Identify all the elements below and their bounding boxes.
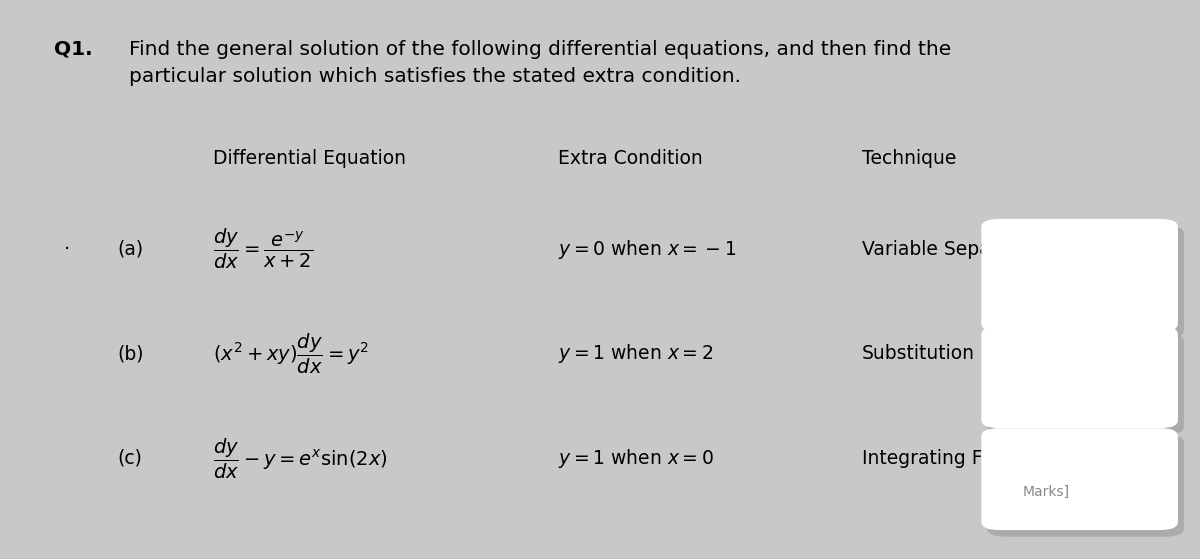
FancyBboxPatch shape: [982, 428, 1178, 530]
Text: $\dfrac{dy}{dx} = \dfrac{e^{-y}}{x+2}$: $\dfrac{dy}{dx} = \dfrac{e^{-y}}{x+2}$: [212, 227, 313, 271]
Text: Substitution: Substitution: [862, 344, 976, 363]
FancyBboxPatch shape: [988, 225, 1184, 338]
FancyBboxPatch shape: [982, 326, 1178, 428]
Text: $y = 0$ when $x = -1$: $y = 0$ when $x = -1$: [558, 238, 737, 260]
Text: ·: ·: [64, 240, 70, 259]
Text: Differential Equation: Differential Equation: [212, 149, 406, 168]
Text: (b): (b): [118, 344, 144, 363]
FancyBboxPatch shape: [988, 333, 1184, 435]
Text: Q1.: Q1.: [54, 40, 92, 59]
Text: (a): (a): [118, 240, 144, 259]
FancyBboxPatch shape: [982, 219, 1178, 332]
Text: Integrating Factor: Integrating Factor: [862, 449, 1030, 468]
Text: Find the general solution of the following differential equations, and then find: Find the general solution of the followi…: [130, 40, 952, 86]
Text: Technique: Technique: [862, 149, 956, 168]
FancyBboxPatch shape: [988, 435, 1184, 537]
Text: $y = 1$ when $x = 0$: $y = 1$ when $x = 0$: [558, 447, 714, 470]
Text: Variable Separation: Variable Separation: [862, 240, 1046, 259]
Text: Extra Condition: Extra Condition: [558, 149, 703, 168]
Text: Marks]: Marks]: [1024, 485, 1070, 499]
Text: (c): (c): [118, 449, 143, 468]
Text: $y = 1$ when $x = 2$: $y = 1$ when $x = 2$: [558, 342, 714, 366]
Text: $(x^2 + xy)\dfrac{dy}{dx} = y^2$: $(x^2 + xy)\dfrac{dy}{dx} = y^2$: [212, 332, 368, 376]
Text: $\dfrac{dy}{dx} - y = e^x \sin(2x)$: $\dfrac{dy}{dx} - y = e^x \sin(2x)$: [212, 437, 388, 481]
